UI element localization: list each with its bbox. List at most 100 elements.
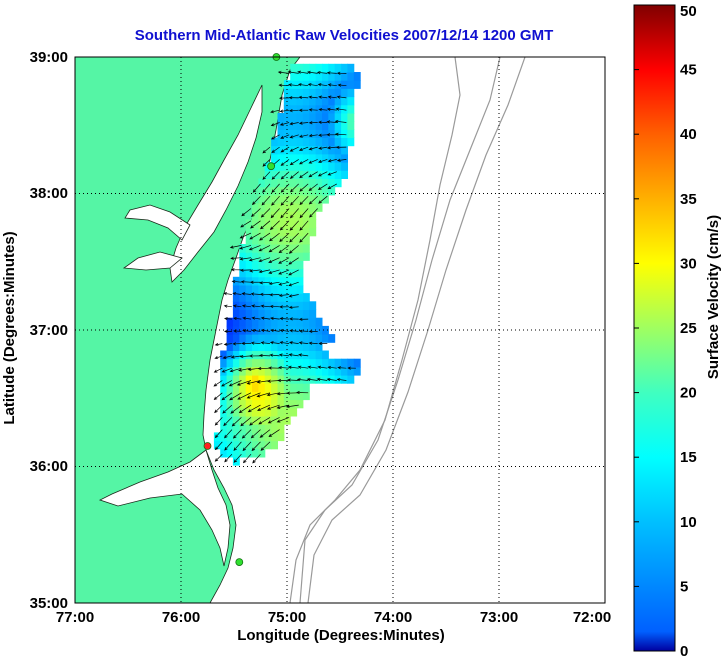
colorbar-tick-label: 40 xyxy=(680,126,697,143)
velocity-arrow xyxy=(316,70,328,75)
velocity-arrow xyxy=(268,257,280,263)
velocity-arrow xyxy=(223,329,232,334)
y-tick-label: 39:00 xyxy=(30,49,68,66)
velocity-arrow xyxy=(296,378,309,382)
velocity-cell xyxy=(258,203,266,212)
chart-title: Southern Mid-Atlantic Raw Velocities 200… xyxy=(135,27,553,44)
velocity-cell xyxy=(226,358,234,368)
velocity-cell xyxy=(258,342,266,351)
velocity-cell xyxy=(239,334,247,343)
velocity-arrow xyxy=(213,367,223,373)
velocity-cell xyxy=(232,432,240,442)
velocity-cell xyxy=(258,219,266,229)
velocity-arrow xyxy=(299,171,309,179)
velocity-arrow xyxy=(327,159,337,163)
velocity-cell xyxy=(264,219,272,229)
velocity-cell xyxy=(245,260,253,270)
velocity-arrow xyxy=(257,404,271,411)
velocity-cell xyxy=(264,317,272,327)
velocity-cell xyxy=(309,309,317,319)
velocity-arrow xyxy=(258,257,271,263)
velocity-cell xyxy=(245,252,253,261)
velocity-cell xyxy=(264,440,272,450)
velocity-arrow xyxy=(242,316,252,320)
bay-waterway xyxy=(169,84,263,283)
velocity-cell xyxy=(252,334,259,343)
velocity-cell xyxy=(232,416,240,425)
velocity-cell xyxy=(264,358,272,368)
velocity-cell xyxy=(309,96,317,106)
velocity-cell xyxy=(277,121,285,130)
velocity-cell xyxy=(347,72,355,81)
velocity-arrow xyxy=(267,417,280,424)
velocity-arrow xyxy=(214,453,223,462)
velocity-cell xyxy=(264,293,272,302)
colorbar-tick-label: 15 xyxy=(680,449,697,466)
velocity-arrow xyxy=(287,378,299,382)
velocity-cell xyxy=(353,366,361,376)
velocity-cell xyxy=(252,350,259,360)
velocity-cell xyxy=(309,366,317,376)
velocity-cell xyxy=(290,186,298,196)
velocity-cell xyxy=(245,276,253,286)
velocity-cell xyxy=(290,96,298,106)
velocity-cell xyxy=(271,416,278,425)
velocity-cell xyxy=(264,186,272,196)
velocity-cell xyxy=(322,129,329,138)
velocity-cell xyxy=(232,342,240,351)
velocity-cell xyxy=(328,80,336,89)
velocity-cell xyxy=(213,440,221,450)
velocity-cell xyxy=(271,301,278,310)
velocity-arrow xyxy=(268,245,280,253)
velocity-arrow xyxy=(327,83,337,87)
colorbar-tick-label: 10 xyxy=(680,514,697,531)
velocity-arrow xyxy=(278,245,290,254)
velocity-cell xyxy=(258,399,266,409)
velocity-arrow xyxy=(327,171,337,176)
velocity-arrow xyxy=(326,133,337,137)
velocity-cell xyxy=(252,440,259,450)
velocity-cell xyxy=(296,285,304,294)
velocity-arrow xyxy=(318,108,328,112)
velocity-cell xyxy=(322,325,329,335)
velocity-cell xyxy=(309,137,317,147)
velocity-cell xyxy=(328,129,336,138)
velocity-arrow xyxy=(289,317,299,321)
velocity-cell xyxy=(315,342,323,351)
velocity-arrow xyxy=(252,183,261,193)
velocity-cell xyxy=(264,432,272,442)
velocity-arrow xyxy=(308,95,318,99)
velocity-cell xyxy=(258,440,266,450)
velocity-arrow xyxy=(318,159,328,163)
velocity-cell xyxy=(341,121,348,130)
velocity-cell xyxy=(347,375,355,384)
velocity-cell xyxy=(283,383,291,392)
y-tick-label: 35:00 xyxy=(30,595,68,612)
velocity-arrow xyxy=(246,380,261,385)
velocity-cell xyxy=(296,366,304,376)
velocity-arrow xyxy=(270,328,280,333)
velocity-cell xyxy=(309,342,317,351)
velocity-cell xyxy=(302,375,310,384)
velocity-cell xyxy=(309,325,317,335)
velocity-arrow xyxy=(289,122,299,126)
velocity-cell xyxy=(258,407,266,417)
velocity-cell xyxy=(271,137,278,147)
x-tick-label: 72:00 xyxy=(573,609,611,626)
velocity-arrow xyxy=(288,269,299,276)
velocity-arrow xyxy=(337,83,347,87)
velocity-arrow xyxy=(279,305,290,309)
velocity-cell xyxy=(309,129,317,138)
x-tick-label: 74:00 xyxy=(374,609,412,626)
velocity-cell xyxy=(290,375,298,384)
velocity-cell xyxy=(277,407,285,417)
velocity-cell xyxy=(264,334,272,343)
velocity-cell xyxy=(226,399,234,409)
velocity-cell xyxy=(334,80,342,89)
velocity-cell xyxy=(290,227,298,237)
velocity-cell xyxy=(290,334,298,343)
velocity-cell xyxy=(245,448,253,458)
velocity-cell xyxy=(258,186,266,196)
velocity-arrow xyxy=(317,183,328,191)
velocity-cell xyxy=(315,366,323,376)
